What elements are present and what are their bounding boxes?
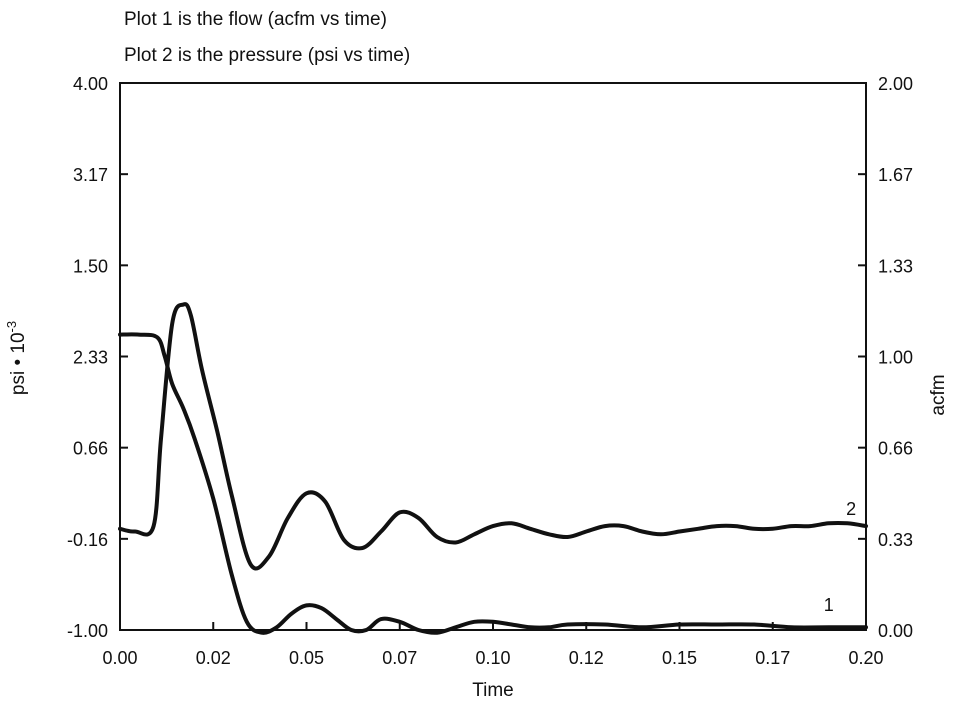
x-tick-label: 0.05 [289, 648, 324, 668]
series-1-line [118, 332, 868, 635]
x-axis: 0.00 0.02 0.05 0.07 0.10 0.12 0.15 0.17 0.20 [102, 622, 884, 668]
x-tick-label: 0.02 [196, 648, 231, 668]
plot-frame [119, 82, 867, 631]
y-right-tick-label: 1.00 [878, 348, 913, 368]
series-2-label: 2 [846, 499, 856, 519]
y-axis-right: 0.00 0.33 0.66 1.00 1.33 1.67 2.00 [858, 74, 913, 641]
y-axis-left-label: psi • 10-3 [4, 321, 29, 395]
y-axis-left-label-exponent: -3 [4, 321, 19, 333]
y-left-tick-label: 1.50 [73, 256, 108, 276]
y-right-tick-label: 0.33 [878, 530, 913, 550]
y-left-tick-label: -1.00 [67, 621, 108, 641]
x-tick-label: 0.15 [662, 648, 697, 668]
x-axis-label: Time [472, 680, 514, 701]
y-right-tick-label: 2.00 [878, 74, 913, 94]
y-right-tick-label: 0.00 [878, 621, 913, 641]
series-lines: 12 [118, 302, 868, 635]
y-left-tick-label: 3.17 [73, 165, 108, 185]
y-right-tick-label: 1.67 [878, 165, 913, 185]
x-tick-label: 0.00 [102, 648, 137, 668]
x-tick-label: 0.17 [755, 648, 790, 668]
plot-2-caption: Plot 2 is the pressure (psi vs time) [124, 45, 411, 66]
series-1-label: 1 [824, 595, 834, 615]
y-left-tick-label: 0.66 [73, 439, 108, 459]
x-tick-label: 0.07 [382, 648, 417, 668]
y-left-tick-label: 4.00 [73, 74, 108, 94]
plot-1-caption: Plot 1 is the flow (acfm vs time) [124, 9, 387, 30]
y-right-tick-label: 1.33 [878, 256, 913, 276]
y-axis-left: -1.00 -0.16 0.66 2.33 1.50 3.17 4.00 [67, 74, 128, 641]
y-right-tick-label: 0.66 [878, 439, 913, 459]
x-tick-label: 0.10 [475, 648, 510, 668]
y-axis-left-label-text: psi • 10 [8, 332, 29, 395]
y-axis-right-label: acfm [928, 374, 949, 415]
x-tick-label: 0.20 [848, 648, 883, 668]
y-left-tick-label: -0.16 [67, 530, 108, 550]
y-left-tick-label: 2.33 [73, 348, 108, 368]
series-2-line [118, 302, 868, 571]
x-tick-label: 0.12 [569, 648, 604, 668]
